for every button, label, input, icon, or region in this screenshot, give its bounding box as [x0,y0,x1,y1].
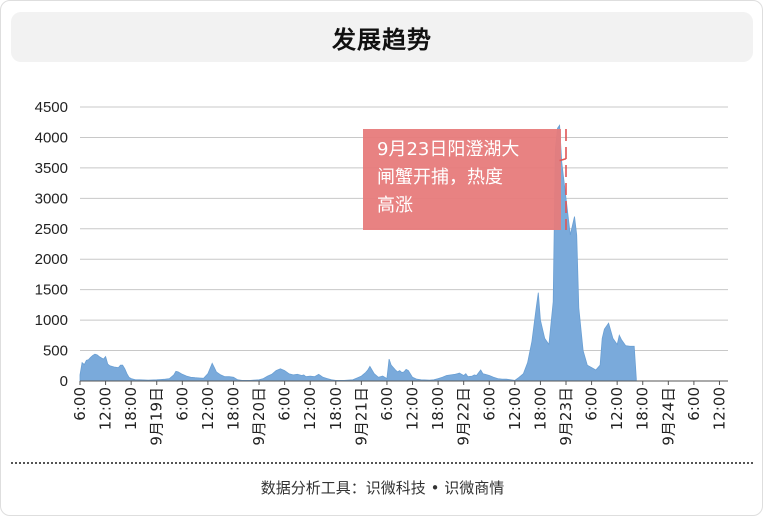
footer-source-label: 数据分析工具： [260,479,366,497]
annotation-text-line: 闸蟹开捕，热度 [377,167,503,188]
x-tick-label: 12:00 [97,387,115,430]
x-tick-label: 12:00 [404,387,422,430]
x-tick-label: 6:00 [173,387,191,421]
x-tick-label: 18:00 [531,387,549,430]
y-tick-label: 4500 [35,99,68,116]
x-tick-label: 6:00 [276,387,294,421]
title-bar: 发展趋势 [11,12,753,62]
x-tick-label: 18:00 [634,387,652,430]
y-tick-label: 4000 [35,129,68,146]
x-tick-label: 12:00 [711,387,729,430]
x-tick-label: 9月19日 [148,387,166,446]
x-tick-label: 6:00 [480,387,498,421]
footer-separator: • [430,479,440,497]
x-tick-label: 12:00 [301,387,319,430]
x-tick-label: 6:00 [71,387,89,421]
x-tick-label: 12:00 [506,387,524,430]
x-tick-label: 18:00 [327,387,345,430]
y-tick-label: 0 [60,373,68,390]
y-tick-label: 1500 [35,282,68,299]
x-tick-label: 9月22日 [455,387,473,446]
x-tick-label: 9月21日 [352,387,370,446]
footer: 数据分析工具：识微科技 • 识微商情 [1,477,763,498]
x-axis-labels: 6:00 12:00 18:00 9月19日 6:00 12:00 18:00 9月20日 6:… [71,381,729,446]
chart-title: 发展趋势 [332,25,432,54]
annotation-text-line: 高涨 [377,195,413,216]
annotation-box [363,129,561,230]
y-axis-labels: 0 500 1000 1500 2000 2500 3000 3500 4000 4500 [35,99,68,390]
y-tick-label: 2000 [35,251,68,268]
x-tick-label: 6:00 [583,387,601,421]
footer-divider [11,462,753,464]
y-tick-label: 1000 [35,312,68,329]
footer-source-a: 识微科技 [365,479,426,497]
x-tick-label: 9月23日 [557,387,575,446]
y-tick-label: 500 [43,343,68,360]
annotation-text-line: 9月23日阳澄湖大 [377,139,519,160]
x-tick-label: 12:00 [199,387,217,430]
footer-source-b: 识微商情 [444,479,505,497]
y-tick-label: 3000 [35,190,68,207]
x-tick-label: 12:00 [608,387,626,430]
x-tick-label: 9月24日 [659,387,677,446]
y-tick-label: 3500 [35,160,68,177]
x-tick-label: 6:00 [378,387,396,421]
x-tick-label: 6:00 [685,387,703,421]
x-tick-label: 9月20日 [250,387,268,446]
annotation-pointer-line [559,157,567,162]
x-tick-label: 18:00 [429,387,447,430]
x-tick-label: 18:00 [122,387,140,430]
y-tick-label: 2500 [35,221,68,238]
x-tick-label: 18:00 [225,387,243,430]
